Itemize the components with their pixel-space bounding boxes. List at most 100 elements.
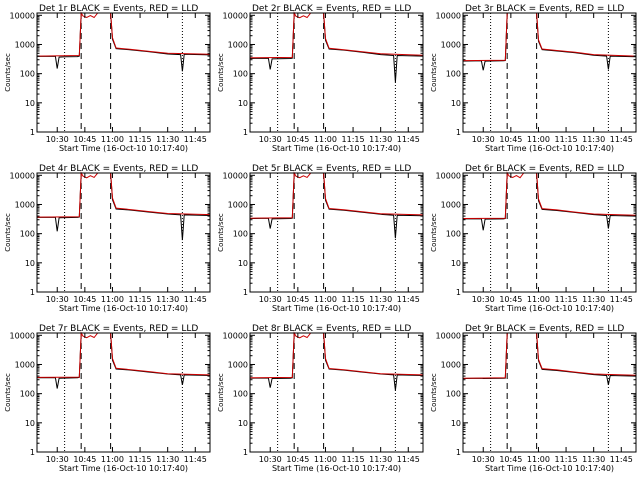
detector-panel-7: Det 7r BLACK = Events, RED = LLD 1 10 100 10… — [4, 324, 211, 473]
y-tick-label: 10000 — [436, 11, 461, 20]
x-axis-label: Start Time (16-Oct-10 10:17:40) — [485, 304, 614, 313]
series-line-events — [249, 332, 424, 391]
detector-panel-9: Det 9r BLACK = Events, RED = LLD 1 10 100 10… — [430, 324, 637, 473]
x-tick-label: 11:00 — [101, 135, 124, 144]
y-tick-label: 1000 — [441, 40, 461, 49]
y-tick-label: 10000 — [436, 171, 461, 180]
x-tick-label: 11:00 — [314, 295, 337, 304]
y-tick-label: 10 — [25, 419, 35, 428]
y-tick-label: 100 — [446, 230, 461, 239]
y-tick-label: 10000 — [10, 171, 35, 180]
x-tick-label: 11:15 — [555, 295, 578, 304]
y-tick-label: 1000 — [15, 360, 35, 369]
plot-frame — [462, 172, 637, 293]
y-tick-label: 1000 — [228, 360, 248, 369]
plot-frame — [36, 12, 211, 133]
x-tick-label: 10:30 — [46, 135, 69, 144]
series-line-lld — [249, 11, 424, 59]
y-tick-label: 100 — [233, 230, 248, 239]
plot-frame — [36, 332, 211, 453]
x-tick-label: 11:00 — [314, 455, 337, 464]
x-tick-label: 11:00 — [527, 455, 550, 464]
x-tick-label: 11:30 — [156, 295, 179, 304]
x-tick-label: 10:45 — [499, 295, 522, 304]
y-tick-label: 10000 — [10, 331, 35, 340]
x-tick-label: 11:45 — [184, 135, 207, 144]
y-tick-label: 100 — [20, 390, 35, 399]
y-tick-label: 10 — [238, 419, 248, 428]
y-tick-label: 10000 — [10, 11, 35, 20]
y-tick-label: 10000 — [223, 331, 248, 340]
x-tick-label: 10:45 — [286, 295, 309, 304]
x-tick-label: 10:30 — [472, 295, 495, 304]
y-tick-label: 1 — [30, 288, 35, 297]
x-tick-label: 11:30 — [369, 295, 392, 304]
panel-title: Det 9r BLACK = Events, RED = LLD — [465, 324, 624, 334]
x-tick-label: 10:30 — [259, 295, 282, 304]
y-tick-label: 100 — [446, 390, 461, 399]
plot-frame — [249, 332, 424, 453]
series-line-events — [36, 172, 211, 241]
x-tick-label: 10:45 — [73, 135, 96, 144]
panel-title: Det 3r BLACK = Events, RED = LLD — [465, 4, 624, 14]
detector-panel-1: Det 1r BLACK = Events, RED = LLD 1 10 100 10… — [4, 4, 211, 153]
y-tick-label: 1000 — [441, 200, 461, 209]
y-tick-label: 10 — [451, 419, 461, 428]
panel-title: Det 5r BLACK = Events, RED = LLD — [252, 164, 411, 174]
y-tick-label: 10000 — [223, 11, 248, 20]
x-tick-label: 11:15 — [129, 455, 152, 464]
plot-frame — [249, 12, 424, 133]
y-axis-label: Counts/sec — [4, 373, 12, 412]
panel-title: Det 2r BLACK = Events, RED = LLD — [252, 4, 411, 14]
x-tick-label: 11:00 — [101, 295, 124, 304]
y-tick-label: 10 — [238, 99, 248, 108]
panel-title: Det 8r BLACK = Events, RED = LLD — [252, 324, 411, 334]
y-tick-label: 10000 — [223, 171, 248, 180]
x-tick-label: 10:30 — [472, 455, 495, 464]
x-tick-label: 11:00 — [314, 135, 337, 144]
x-tick-label: 10:30 — [259, 135, 282, 144]
y-axis-label: Counts/sec — [217, 53, 225, 92]
y-tick-label: 1000 — [228, 200, 248, 209]
series-line-events — [462, 172, 637, 231]
x-tick-label: 11:45 — [397, 455, 420, 464]
series-line-lld — [36, 331, 211, 378]
y-axis-label: Counts/sec — [4, 213, 12, 252]
y-tick-label: 10 — [25, 259, 35, 268]
y-axis-label: Counts/sec — [430, 213, 438, 252]
x-axis-label: Start Time (16-Oct-10 10:17:40) — [59, 144, 188, 153]
y-tick-label: 1 — [243, 288, 248, 297]
series-line-lld — [249, 331, 424, 379]
y-tick-label: 100 — [233, 70, 248, 79]
detector-panel-4: Det 4r BLACK = Events, RED = LLD 1 10 100 10… — [4, 164, 211, 313]
y-axis-label: Counts/sec — [4, 53, 12, 92]
x-tick-label: 11:30 — [369, 455, 392, 464]
x-tick-label: 11:30 — [156, 135, 179, 144]
series-line-events — [462, 332, 637, 385]
series-line-lld — [462, 332, 637, 379]
y-tick-label: 10000 — [436, 331, 461, 340]
y-tick-label: 100 — [446, 70, 461, 79]
x-tick-label: 11:15 — [129, 135, 152, 144]
x-axis-label: Start Time (16-Oct-10 10:17:40) — [485, 144, 614, 153]
x-tick-label: 11:30 — [156, 455, 179, 464]
y-axis-label: Counts/sec — [430, 373, 438, 412]
x-tick-label: 11:15 — [555, 135, 578, 144]
y-tick-label: 1000 — [228, 40, 248, 49]
y-tick-label: 1000 — [15, 200, 35, 209]
x-axis-label: Start Time (16-Oct-10 10:17:40) — [272, 144, 401, 153]
y-tick-label: 1 — [456, 448, 461, 457]
series-line-events — [249, 172, 424, 239]
x-axis-label: Start Time (16-Oct-10 10:17:40) — [59, 464, 188, 473]
y-tick-label: 100 — [233, 390, 248, 399]
series-line-events — [36, 12, 211, 72]
x-tick-label: 10:45 — [73, 295, 96, 304]
x-tick-label: 11:00 — [527, 295, 550, 304]
x-tick-label: 11:15 — [342, 135, 365, 144]
x-tick-label: 10:30 — [472, 135, 495, 144]
series-line-lld — [462, 12, 637, 62]
plot-frame — [36, 172, 211, 293]
series-line-lld — [249, 171, 424, 219]
x-tick-label: 10:30 — [46, 295, 69, 304]
